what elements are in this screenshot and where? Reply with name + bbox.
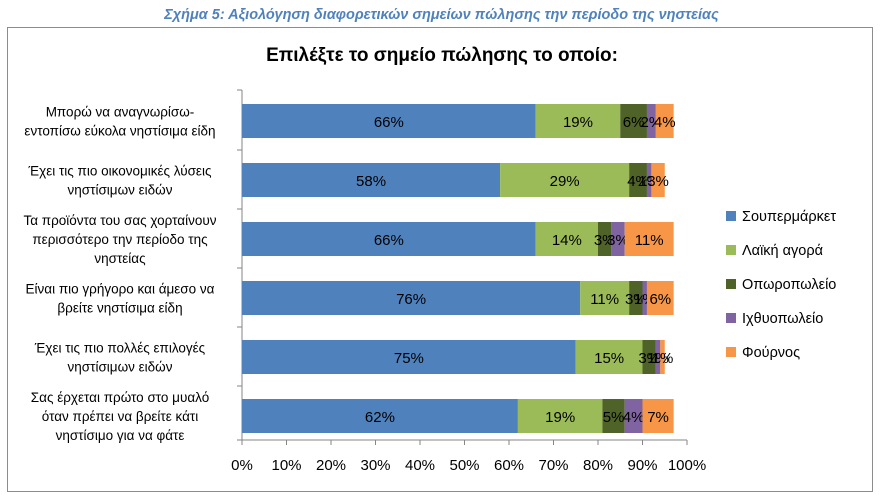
figure-caption: Σχήμα 5: Αξιολόγηση διαφορετικών σημείων… (164, 7, 719, 23)
data-label: 6% (649, 291, 671, 308)
bar-segment (580, 281, 630, 315)
bar-segment (242, 163, 501, 197)
stacked-bar-chart: Επιλέξτε το σημείο πώλησης το οποίο: 0% 1… (23, 45, 836, 474)
category-label: Μπορώ να αναγνωρίσω- (46, 105, 195, 120)
legend-swatch (726, 211, 736, 221)
data-label: 5% (603, 409, 625, 426)
bar-segment (598, 222, 612, 256)
category-label: Τα προϊόντα του σας χορταίνουν (23, 213, 216, 228)
data-label: 6% (623, 114, 645, 131)
data-label: 62% (365, 409, 395, 426)
x-tick-label: 20% (316, 457, 346, 474)
data-label: 1% (652, 350, 674, 367)
data-label: 19% (545, 409, 575, 426)
category-label: εντοπίσω εύκολα νηστίσιμα είδη (24, 124, 215, 139)
category-label: Έχει τις πιο πολλές επιλογές (34, 341, 206, 356)
category-label: περισσότερο την περίοδο της (32, 232, 208, 247)
data-label: 3% (594, 232, 616, 249)
bar-segment (620, 104, 647, 138)
bar-segment (651, 163, 665, 197)
data-label: 3% (607, 232, 629, 249)
legend-swatch (726, 245, 736, 255)
bar-segment (500, 163, 630, 197)
x-tick-label: 60% (494, 457, 524, 474)
data-label: 76% (396, 291, 426, 308)
bar-segment (535, 104, 621, 138)
data-label: 7% (647, 409, 669, 426)
category-label: Έχει τις πιο οικονομικές λύσεις (28, 164, 212, 179)
x-tick-label: 80% (583, 457, 613, 474)
data-label: 14% (552, 232, 582, 249)
bar-segment (517, 399, 603, 433)
bar-segment (242, 281, 581, 315)
category-label: βρείτε νηστίσιμα είδη (57, 301, 182, 316)
x-tick-label: 10% (271, 457, 301, 474)
category-label: Είναι πιο γρήγορο και άμεσο να (26, 282, 215, 297)
category-label: νηστίσιμο για να φάτε (56, 428, 185, 443)
data-label: 58% (356, 173, 386, 190)
legend-swatch (726, 347, 736, 357)
bar-segment (655, 340, 661, 374)
data-label: 15% (594, 350, 624, 367)
bar-segment (242, 340, 576, 374)
x-tick-label: 70% (538, 457, 568, 474)
data-label: 11% (590, 291, 619, 308)
bar-segment (642, 340, 656, 374)
bar-segment (611, 222, 625, 256)
x-tick-label: 30% (360, 457, 390, 474)
legend-label: Σουπερμάρκετ (742, 209, 836, 225)
data-label: 66% (374, 114, 404, 131)
x-tick-label: 40% (405, 457, 435, 474)
data-label: 4% (627, 173, 649, 190)
data-label: 4% (623, 409, 645, 426)
bar-segment (535, 222, 598, 256)
bar-segment (642, 399, 674, 433)
data-label: 11% (635, 232, 664, 249)
data-label: 3% (647, 173, 669, 190)
chart-frame: Επιλέξτε το σημείο πώλησης το οποίο: 0% 1… (7, 27, 873, 492)
bar-segment (660, 340, 665, 374)
bar-segment (242, 104, 536, 138)
legend-swatch (726, 279, 736, 289)
legend-label: Λαϊκή αγορά (742, 243, 823, 259)
bar-segment (242, 399, 518, 433)
legend-label: Ιχθυοπωλείο (742, 311, 823, 327)
data-label: 3% (625, 291, 647, 308)
bar-segment (646, 163, 652, 197)
data-label: 19% (563, 114, 593, 131)
legend-label: Οπωροπωλείο (742, 277, 836, 293)
bar-segment (655, 104, 674, 138)
x-tick-label: 50% (449, 457, 479, 474)
bar-segment (624, 399, 643, 433)
bar-segment (242, 222, 536, 256)
bar-segment (629, 163, 647, 197)
bar-segment (646, 104, 656, 138)
category-label: νηστείας (94, 251, 146, 266)
chart-title: Επιλέξτε το σημείο πώλησης το οποίο: (266, 45, 618, 66)
category-label: Σας έρχεται πρώτο στο μυαλό (31, 390, 209, 405)
data-label: 29% (550, 173, 580, 190)
data-label: 75% (394, 350, 424, 367)
bar-segment (629, 281, 643, 315)
category-label: νηστίσιμων ειδών (68, 183, 173, 198)
data-label: 3% (638, 350, 660, 367)
x-tick-label: 90% (627, 457, 657, 474)
x-tick-label: 100% (668, 457, 706, 474)
data-label: 4% (654, 114, 676, 131)
bar-segment (624, 222, 674, 256)
bar-segment (646, 281, 674, 315)
bar-segment (642, 281, 647, 315)
category-label: όταν πρέπει να βρείτε κάτι (42, 409, 198, 424)
x-tick-label: 0% (231, 457, 253, 474)
data-label: 66% (374, 232, 404, 249)
bar-segment (575, 340, 643, 374)
legend-swatch (726, 313, 736, 323)
category-label: νηστίσιμων ειδών (68, 360, 173, 375)
legend-label: Φούρνος (742, 345, 800, 361)
bar-segment (602, 399, 625, 433)
